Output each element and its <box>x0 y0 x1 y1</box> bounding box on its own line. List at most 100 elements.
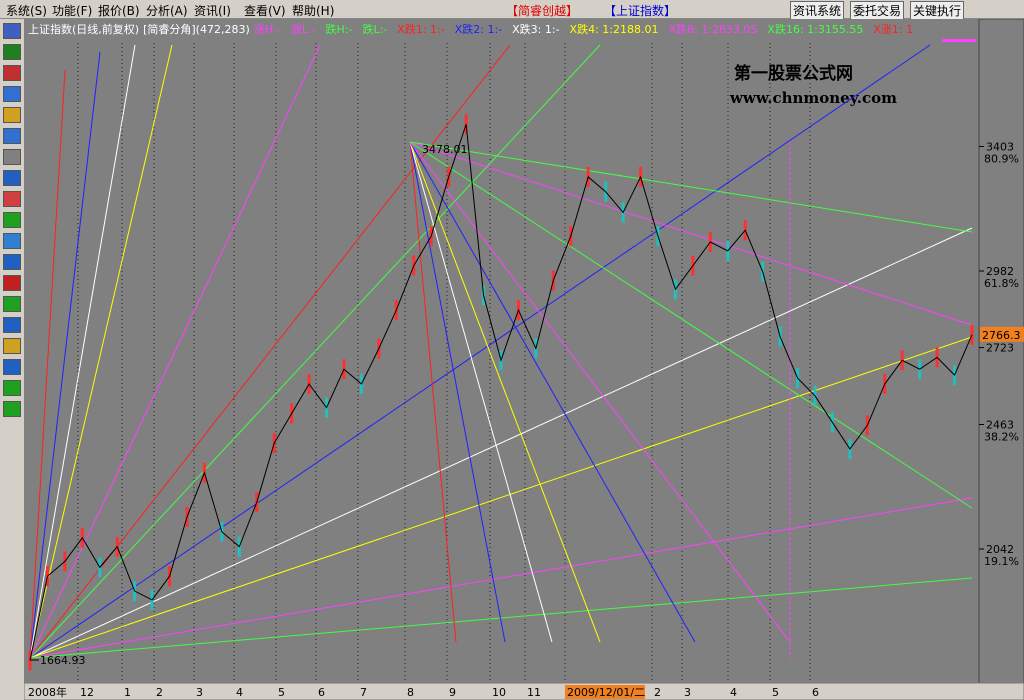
tool-icon[interactable] <box>3 401 21 417</box>
tool-icon[interactable] <box>3 233 21 249</box>
gann-up <box>29 69 66 659</box>
x-tick-label: 2 <box>654 686 661 699</box>
tool-icon[interactable] <box>3 65 21 81</box>
price-line <box>29 124 973 661</box>
watermark-url: www.chnmoney.com <box>729 89 897 107</box>
x-tick-label: 12 <box>80 686 94 699</box>
x-tick-label: 4 <box>236 686 243 699</box>
x-tick-label: 3 <box>196 686 203 699</box>
tool-icon[interactable] <box>3 317 21 333</box>
header-item: 涨L:- <box>291 23 316 36</box>
x-tick-label: 5 <box>772 686 779 699</box>
price-axis-bg <box>978 19 1024 684</box>
gann-up <box>29 227 973 659</box>
y-tick-label: 2463 <box>986 418 1014 431</box>
x-tick-label: 2 <box>156 686 163 699</box>
menu-item[interactable]: 分析(A) <box>146 4 188 18</box>
menu-item[interactable]: 功能(F) <box>52 4 93 18</box>
tool-icon[interactable] <box>3 254 21 270</box>
gann-down <box>409 141 696 643</box>
x-tick-label: 6 <box>318 686 325 699</box>
time-axis-bg <box>24 682 1024 700</box>
header-marker <box>942 39 976 42</box>
menu-button[interactable]: 委托交易 <box>850 1 905 20</box>
gann-up <box>29 44 136 659</box>
high-label: 3478.01 <box>422 143 468 156</box>
gann-up <box>29 497 973 659</box>
header-item: X涨1: 1 <box>873 23 913 36</box>
watermark-title: 第一股票公式网 <box>734 63 853 84</box>
pct-label: 61.8% <box>984 277 1019 290</box>
header-item: X跌2: 1:- <box>455 22 502 36</box>
tool-icon[interactable] <box>3 23 21 39</box>
app-name: 【简睿创越】 <box>506 4 579 18</box>
x-tick-label: 11 <box>527 686 541 699</box>
x-tick-label: 5 <box>278 686 285 699</box>
gann-down <box>409 141 973 509</box>
header-item: 跌L:- <box>362 22 387 36</box>
menu-item[interactable]: 报价(B) <box>98 4 140 18</box>
gann-up <box>29 44 173 659</box>
gann-down <box>409 141 553 643</box>
x-tick-label: 8 <box>407 686 414 699</box>
tool-icon[interactable] <box>3 359 21 375</box>
header-item: 跌H:- <box>326 22 353 36</box>
x-tick-label: 6 <box>812 686 819 699</box>
security-name: 【上证指数】 <box>604 4 677 18</box>
pct-label: 80.9% <box>984 152 1019 165</box>
x-tick-label: 3 <box>684 686 691 699</box>
toolbar <box>0 19 25 700</box>
tool-icon[interactable] <box>3 338 21 354</box>
gann-down <box>409 141 973 326</box>
cursor-date-bg <box>565 685 645 699</box>
header-text: 上证指数(日线,前复权) <box>28 22 139 36</box>
gann-down <box>409 141 601 643</box>
tool-icon[interactable] <box>3 275 21 291</box>
low-label: 1664.93 <box>40 654 86 667</box>
header-text: [简睿分角](472,283) <box>143 22 250 36</box>
last-price: 2766.3 <box>982 329 1021 342</box>
gann-up <box>29 44 321 659</box>
gann-up <box>29 44 601 659</box>
tool-icon[interactable] <box>3 107 21 123</box>
header-item: X跌4: 1:2188.01 <box>570 22 659 36</box>
header-item: X跌3: 1:- <box>512 22 559 36</box>
x-tick-label: 4 <box>730 686 737 699</box>
header-item: X跌1: 1:- <box>397 22 444 36</box>
y-tick-label: 2982 <box>986 265 1014 278</box>
pct-label: 38.2% <box>984 430 1019 443</box>
gann-down <box>409 141 791 643</box>
chart: 上证指数(日线,前复权) [简睿分角](472,283) 涨H:- 涨L:- 跌H:- 跌… <box>24 19 1024 700</box>
menu-button[interactable]: 资讯系统 <box>790 1 845 20</box>
last-price-bg <box>980 326 1024 342</box>
gann-up <box>29 51 101 659</box>
tool-icon[interactable] <box>3 212 21 228</box>
pct-label: 19.1% <box>984 555 1019 568</box>
tool-icon[interactable] <box>3 128 21 144</box>
header-item: X跌16: 1:3155.55 <box>767 22 863 36</box>
x-tick-label: 1 <box>124 686 131 699</box>
gann-down <box>409 141 506 643</box>
menu-item[interactable]: 帮助(H) <box>292 4 335 18</box>
tool-icon[interactable] <box>3 296 21 312</box>
menu-item[interactable]: 查看(V) <box>244 4 286 18</box>
x-tick-label: 2009/12/01/二 <box>567 686 645 699</box>
menu-item[interactable]: 资讯(I) <box>194 4 231 18</box>
x-tick-label: 2008年 <box>28 685 67 699</box>
tool-icon[interactable] <box>3 380 21 396</box>
gann-down <box>409 141 457 643</box>
header-item: X跌8: 1:2833.05 <box>668 22 757 36</box>
menu-button[interactable]: 关键执行 <box>910 1 965 20</box>
gann-up <box>29 44 931 659</box>
tool-icon[interactable] <box>3 149 21 165</box>
tool-icon[interactable] <box>3 86 21 102</box>
header-item: 涨H:- <box>254 23 281 36</box>
gann-up <box>29 577 973 659</box>
menubar: 系统(S) 功能(F) 报价(B) 分析(A) 资讯(I) 查看(V) 帮助(H) 【简睿创越… <box>0 0 1024 20</box>
menu-item[interactable]: 系统(S) <box>6 4 47 18</box>
y-tick-label: 3403 <box>986 140 1014 153</box>
tool-icon[interactable] <box>3 170 21 186</box>
tool-icon[interactable] <box>3 44 21 60</box>
tool-icon[interactable] <box>3 191 21 207</box>
